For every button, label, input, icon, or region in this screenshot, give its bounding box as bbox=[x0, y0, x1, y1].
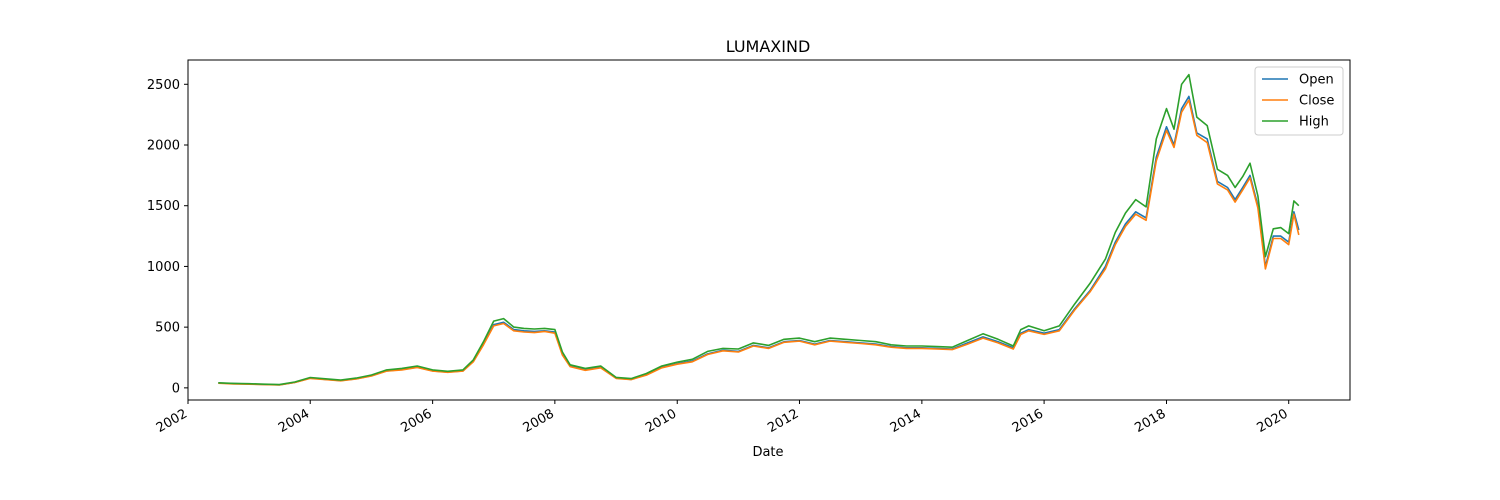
y-tick-label: 500 bbox=[155, 321, 180, 336]
y-tick-label: 1000 bbox=[147, 260, 180, 275]
legend-label-high: High bbox=[1299, 115, 1329, 130]
series-lines bbox=[218, 73, 1300, 386]
y-tick-label: 1500 bbox=[147, 199, 180, 214]
legend: Open Close High bbox=[1254, 66, 1344, 136]
y-axis: 0 500 1000 1500 2000 2500 bbox=[147, 78, 188, 396]
y-tick-label: 2500 bbox=[147, 78, 180, 93]
legend-label-open: Open bbox=[1299, 73, 1334, 88]
chart-title: LUMAXIND bbox=[726, 37, 811, 56]
plot-frame bbox=[187, 59, 1351, 401]
legend-box bbox=[1254, 66, 1344, 136]
y-tick-label: 2000 bbox=[147, 139, 180, 154]
plot-area bbox=[187, 59, 1351, 401]
series-line-high bbox=[218, 73, 1300, 386]
legend-label-close: Close bbox=[1299, 94, 1334, 109]
series-line-close bbox=[218, 99, 1300, 386]
y-tick-label: 0 bbox=[172, 381, 180, 396]
x-axis-label: Date bbox=[752, 445, 783, 460]
